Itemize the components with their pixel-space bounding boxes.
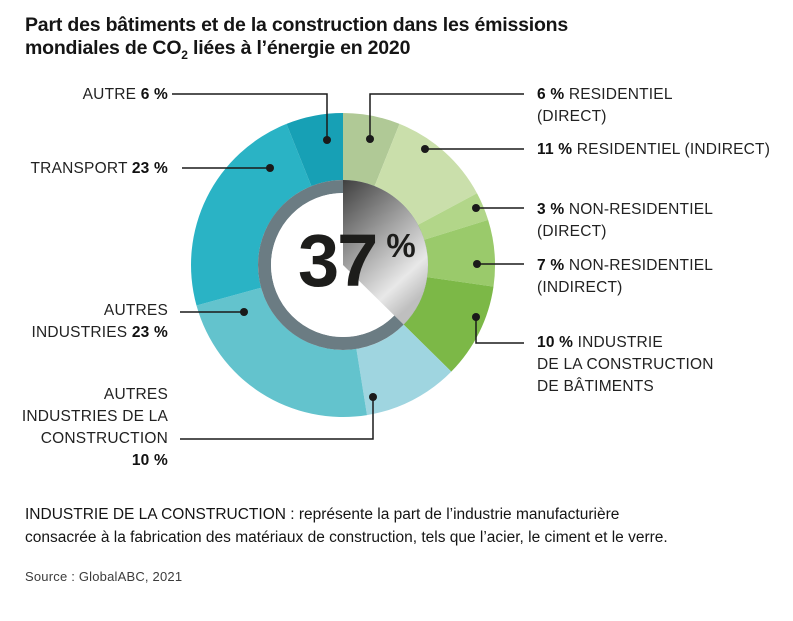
slice-label-text: NON-RESIDENTIEL — [568, 201, 714, 218]
source-credit: Source : GlobalABC, 2021 — [25, 569, 183, 584]
chart-title-line2-end: liées à l’énergie en 2020 — [187, 36, 411, 59]
slice-label-text: AUTRES — [103, 386, 168, 403]
leader-dot-transport — [266, 164, 274, 172]
slice-label-percent: 10 % — [537, 334, 578, 351]
donut-slice-autre — [286, 113, 343, 187]
slice-label-text: AUTRE — [82, 86, 141, 103]
slice-label-text: AUTRES — [103, 302, 168, 319]
slice-label-nonres_indirect: 7 % NON-RESIDENTIEL (INDIRECT) — [537, 255, 713, 299]
highlight-wedge-37pct — [343, 180, 428, 325]
slice-label-text: INDUSTRIES DE LA — [21, 408, 168, 425]
slice-label-percent: 23 % — [131, 324, 168, 341]
leader-dot-nonres_indirect — [473, 260, 481, 268]
slice-label-line: CONSTRUCTION — [22, 428, 168, 450]
slice-label-percent: 6 % — [537, 86, 569, 103]
leader-dot-industrie_batiments — [472, 313, 480, 321]
donut-slice-autres_ind_constr — [356, 324, 452, 416]
leader-dot-autres_industries — [240, 308, 248, 316]
center-value: 37 — [298, 219, 378, 302]
slice-label-line: 10 % — [22, 450, 168, 472]
slice-label-text: RESIDENTIEL — [568, 86, 673, 103]
slice-label-line: AUTRE 6 % — [83, 84, 168, 106]
slice-label-autres_industries: AUTRES INDUSTRIES 23 % — [31, 300, 168, 344]
slice-label-line: DE LA CONSTRUCTION — [537, 354, 714, 376]
slice-label-text: (DIRECT) — [537, 223, 607, 240]
slice-label-industrie_batiments: 10 % INDUSTRIE DE LA CONSTRUCTION DE BÂTIM… — [537, 332, 714, 398]
donut-slice-autres_industries — [196, 287, 367, 418]
slice-label-line: 10 % INDUSTRIE — [537, 332, 714, 354]
leader-dot-autre — [323, 136, 331, 144]
slice-label-percent: 7 % — [537, 257, 569, 274]
slice-label-nonres_direct: 3 % NON-RESIDENTIEL (DIRECT) — [537, 199, 713, 243]
leader-lines — [172, 93, 524, 440]
slice-label-line: AUTRES — [31, 300, 168, 322]
slice-label-text: INDUSTRIE — [577, 334, 663, 351]
slice-label-text: (INDIRECT) — [537, 279, 623, 296]
footnote: INDUSTRIE DE LA CONSTRUCTION : représent… — [25, 503, 745, 549]
slice-label-line: (INDIRECT) — [537, 277, 713, 299]
donut-slice-transport — [191, 123, 312, 306]
footnote-line1: INDUSTRIE DE LA CONSTRUCTION : représent… — [25, 506, 620, 523]
slice-label-line: 7 % NON-RESIDENTIEL — [537, 255, 713, 277]
slice-label-line: TRANSPORT 23 % — [31, 158, 168, 180]
chart-title: Part des bâtiments et de la construction… — [25, 14, 569, 62]
leader-dot-autres_ind_constr — [369, 393, 377, 401]
slice-label-percent: 10 % — [131, 452, 168, 469]
slice-label-line: 6 % RESIDENTIEL — [537, 84, 673, 106]
leader-line-autres_ind_constr — [180, 397, 374, 440]
slice-label-line: INDUSTRIES 23 % — [31, 322, 168, 344]
footnote-line2: consacrée à la fabrication des matériaux… — [25, 529, 668, 546]
leader-dot-res_indirect — [421, 145, 429, 153]
leader-line-res_direct — [369, 93, 524, 139]
leader-dot-res_direct — [366, 135, 374, 143]
slice-label-percent: 23 % — [131, 160, 168, 177]
leader-line-industrie_batiments — [475, 317, 524, 344]
slice-label-line: (DIRECT) — [537, 106, 673, 128]
leader-line-autre — [172, 93, 328, 140]
donut-slice-res_direct — [343, 113, 400, 187]
slice-label-text: TRANSPORT — [30, 160, 132, 177]
slice-label-text: DE LA CONSTRUCTION — [537, 356, 714, 373]
chart-title-line1: Part des bâtiments et de la construction… — [25, 14, 569, 36]
center-unit: % — [386, 227, 416, 264]
slice-label-line: AUTRES — [22, 384, 168, 406]
slice-label-percent: 6 % — [140, 86, 168, 103]
donut-slices — [191, 113, 496, 418]
slice-label-percent: 11 % — [537, 141, 577, 158]
slice-label-text: NON-RESIDENTIEL — [568, 257, 714, 274]
slice-label-autres_ind_constr: AUTRES INDUSTRIES DE LA CONSTRUCTION 10 % — [22, 384, 168, 472]
co2-subscript: 2 — [181, 47, 188, 62]
slice-label-autre: AUTRE 6 % — [83, 84, 168, 106]
slice-label-text: (DIRECT) — [537, 108, 607, 125]
slice-label-text: RESIDENTIEL (INDIRECT) — [576, 141, 771, 158]
slice-label-text: CONSTRUCTION — [40, 430, 168, 447]
slice-label-transport: TRANSPORT 23 % — [31, 158, 168, 180]
slice-label-text: INDUSTRIES — [31, 324, 132, 341]
donut-center-label: 37 % — [298, 219, 416, 302]
donut-slice-nonres_indirect — [424, 219, 496, 287]
donut-slice-res_indirect — [374, 123, 477, 225]
chart-title-line2: mondiales de CO — [25, 36, 182, 59]
leader-dot-nonres_direct — [472, 204, 480, 212]
slice-label-percent: 3 % — [537, 201, 569, 218]
slice-label-res_indirect: 11 % RESIDENTIEL (INDIRECT) — [537, 139, 770, 161]
slice-label-line: (DIRECT) — [537, 221, 713, 243]
slice-label-line: INDUSTRIES DE LA — [22, 406, 168, 428]
slice-label-line: 11 % RESIDENTIEL (INDIRECT) — [537, 139, 770, 161]
slice-label-line: 3 % NON-RESIDENTIEL — [537, 199, 713, 221]
donut-slice-nonres_direct — [417, 193, 489, 240]
slice-label-line: DE BÂTIMENTS — [537, 376, 714, 398]
donut-slice-industrie_batiments — [403, 277, 494, 372]
slice-label-text: DE BÂTIMENTS — [537, 378, 654, 395]
slice-label-res_direct: 6 % RESIDENTIEL (DIRECT) — [537, 84, 673, 128]
